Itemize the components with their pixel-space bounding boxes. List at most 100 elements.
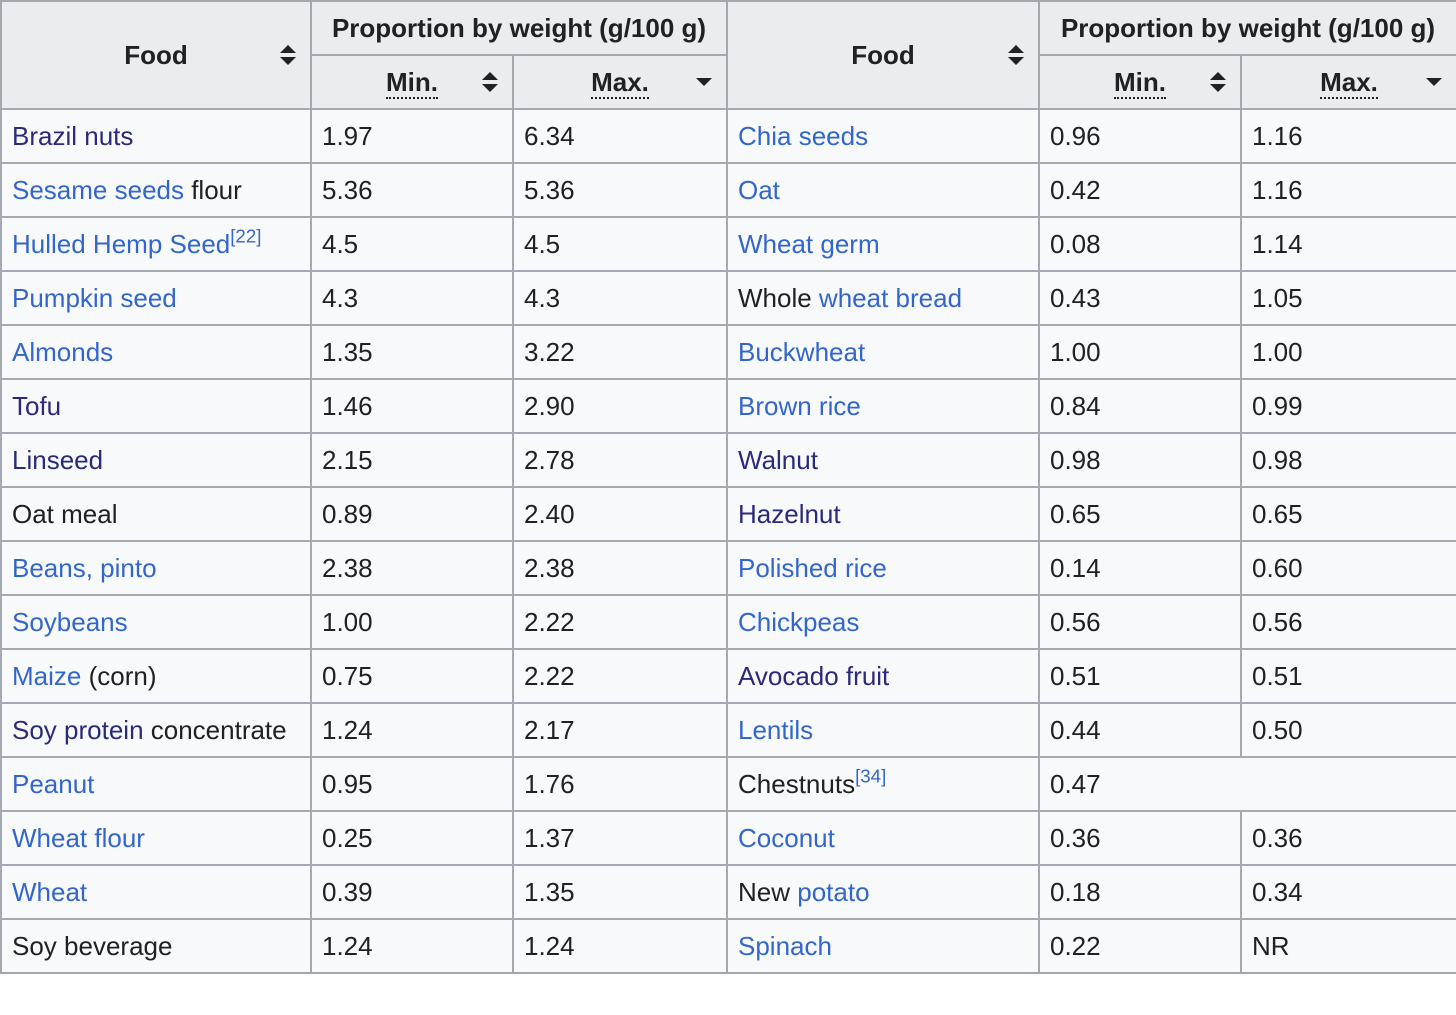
food-cell-left: Soy protein concentrate xyxy=(0,702,312,758)
min-value-cell: 0.43 xyxy=(1038,270,1242,326)
food-link[interactable]: Maize xyxy=(12,660,82,691)
max-column-header-left[interactable]: Max. xyxy=(512,54,728,110)
food-link[interactable]: Peanut xyxy=(12,768,95,799)
max-value-cell: 2.22 xyxy=(512,648,728,704)
sort-icon[interactable] xyxy=(1008,45,1024,65)
min-value-cell: 0.42 xyxy=(1038,162,1242,218)
min-header-label: Min. xyxy=(1114,66,1166,99)
food-link[interactable]: potato xyxy=(797,876,870,907)
max-value-cell: 1.35 xyxy=(512,864,728,920)
min-value-cell: 2.15 xyxy=(310,432,514,488)
food-link[interactable]: Wheat germ xyxy=(738,228,880,259)
food-cell-right: Buckwheat xyxy=(726,324,1040,380)
food-cell-right: Chia seeds xyxy=(726,108,1040,164)
food-link[interactable]: wheat bread xyxy=(818,282,963,313)
food-name-text: beverage xyxy=(64,930,173,961)
food-link[interactable]: Sesame seeds xyxy=(12,174,184,205)
sort-descending-icon[interactable] xyxy=(696,72,712,92)
food-link[interactable]: Walnut xyxy=(738,444,818,475)
sort-descending-icon[interactable] xyxy=(1426,72,1442,92)
max-value-cell: 2.38 xyxy=(512,540,728,596)
food-cell-right: Hazelnut xyxy=(726,486,1040,542)
food-name-text: Chestnuts xyxy=(738,768,856,799)
food-link[interactable]: Pumpkin seed xyxy=(12,282,177,313)
food-cell-right: Coconut xyxy=(726,810,1040,866)
header-row: Food Proportion by weight (g/100 g) Food… xyxy=(0,0,1456,110)
table-row: Pumpkin seed 4.3 4.3 Whole wheat bread 0.43 1… xyxy=(0,270,1456,326)
proportion-header-right: Proportion by weight (g/100 g) xyxy=(1038,0,1456,56)
max-value-cell: 2.22 xyxy=(512,594,728,650)
max-value-cell: 2.78 xyxy=(512,432,728,488)
food-column-header-left[interactable]: Food xyxy=(0,0,312,110)
max-column-header-right[interactable]: Max. xyxy=(1240,54,1456,110)
food-link[interactable]: Almonds xyxy=(12,336,114,367)
min-value-cell: 0.39 xyxy=(310,864,514,920)
reference-link[interactable]: [34] xyxy=(855,765,887,787)
min-column-header-right[interactable]: Min. xyxy=(1038,54,1242,110)
sort-icon[interactable] xyxy=(280,45,296,65)
min-value-cell: 0.44 xyxy=(1038,702,1242,758)
min-value-cell: 0.36 xyxy=(1038,810,1242,866)
min-value-cell: 1.24 xyxy=(310,702,514,758)
min-value-cell: 1.46 xyxy=(310,378,514,434)
food-link[interactable]: Avocado fruit xyxy=(738,660,890,691)
food-column-header-right[interactable]: Food xyxy=(726,0,1040,110)
reference-link[interactable]: [22] xyxy=(230,225,262,247)
food-cell-left: Hulled Hemp Seed[22] xyxy=(0,216,312,272)
food-cell-left: Beans, pinto xyxy=(0,540,312,596)
min-value-cell: 0.22 xyxy=(1038,918,1242,974)
food-cell-right: Whole wheat bread xyxy=(726,270,1040,326)
food-name-text: concentrate xyxy=(143,714,287,745)
food-link[interactable]: Wheat xyxy=(12,876,88,907)
max-value-cell: 1.05 xyxy=(1240,270,1456,326)
food-link[interactable]: Polished rice xyxy=(738,552,887,583)
max-value-cell: 1.16 xyxy=(1240,162,1456,218)
max-value-cell: 0.56 xyxy=(1240,594,1456,650)
food-link[interactable]: Soy protein xyxy=(12,714,144,745)
food-name-text: New xyxy=(738,876,798,907)
food-cell-left: Tofu xyxy=(0,378,312,434)
food-link[interactable]: Coconut xyxy=(738,822,835,853)
food-link[interactable]: Soybeans xyxy=(12,606,128,637)
table-row: Soybeans 1.00 2.22 Chickpeas 0.56 0.56 xyxy=(0,594,1456,650)
food-link[interactable]: Hazelnut xyxy=(738,498,841,529)
food-link[interactable]: Oat xyxy=(738,174,780,205)
min-header-label: Min. xyxy=(386,66,438,99)
sort-icon[interactable] xyxy=(482,72,498,92)
min-value-cell: 4.5 xyxy=(310,216,514,272)
max-value-cell: 0.34 xyxy=(1240,864,1456,920)
table-row: Beans, pinto 2.38 2.38 Polished rice 0.14 0.6… xyxy=(0,540,1456,596)
food-cell-left: Wheat xyxy=(0,864,312,920)
food-cell-left: Soybeans xyxy=(0,594,312,650)
food-name-text: Whole xyxy=(738,282,819,313)
proportion-header-left: Proportion by weight (g/100 g) xyxy=(310,0,728,56)
food-link[interactable]: Wheat flour xyxy=(12,822,145,853)
food-cell-right: Lentils xyxy=(726,702,1040,758)
food-link[interactable]: Tofu xyxy=(12,390,62,421)
food-name-text: Oat meal xyxy=(12,498,118,529)
min-column-header-left[interactable]: Min. xyxy=(310,54,514,110)
sort-icon[interactable] xyxy=(1210,72,1226,92)
min-value-cell: 0.08 xyxy=(1038,216,1242,272)
food-link[interactable]: Brown rice xyxy=(738,390,861,421)
subheader-row: Min. Max. Min. Max. xyxy=(1,54,1456,110)
table-row: Linseed 2.15 2.78 Walnut 0.98 0.98 xyxy=(0,432,1456,488)
food-link[interactable]: Spinach xyxy=(738,930,832,961)
food-cell-right: Polished rice xyxy=(726,540,1040,596)
food-cell-left: Linseed xyxy=(0,432,312,488)
table-row: Almonds 1.35 3.22 Buckwheat 1.00 1.00 xyxy=(0,324,1456,380)
food-link[interactable]: Beans, pinto xyxy=(12,552,157,583)
food-link[interactable]: Chia seeds xyxy=(738,120,869,151)
table-row: Soy beverage 1.24 1.24 Spinach 0.22 NR xyxy=(0,918,1456,974)
max-value-cell: 1.00 xyxy=(1240,324,1456,380)
food-link[interactable]: Linseed xyxy=(12,444,104,475)
min-value-cell: 0.51 xyxy=(1038,648,1242,704)
food-link[interactable]: Brazil nuts xyxy=(12,120,134,151)
min-value-cell: 0.56 xyxy=(1038,594,1242,650)
food-link[interactable]: Chickpeas xyxy=(738,606,860,637)
table-row: Soy protein concentrate 1.24 2.17 Lentils 0.… xyxy=(0,702,1456,758)
min-value-cell: 1.24 xyxy=(310,918,514,974)
food-link[interactable]: Lentils xyxy=(738,714,814,745)
food-link[interactable]: Buckwheat xyxy=(738,336,866,367)
food-link[interactable]: Hulled Hemp Seed xyxy=(12,228,231,259)
